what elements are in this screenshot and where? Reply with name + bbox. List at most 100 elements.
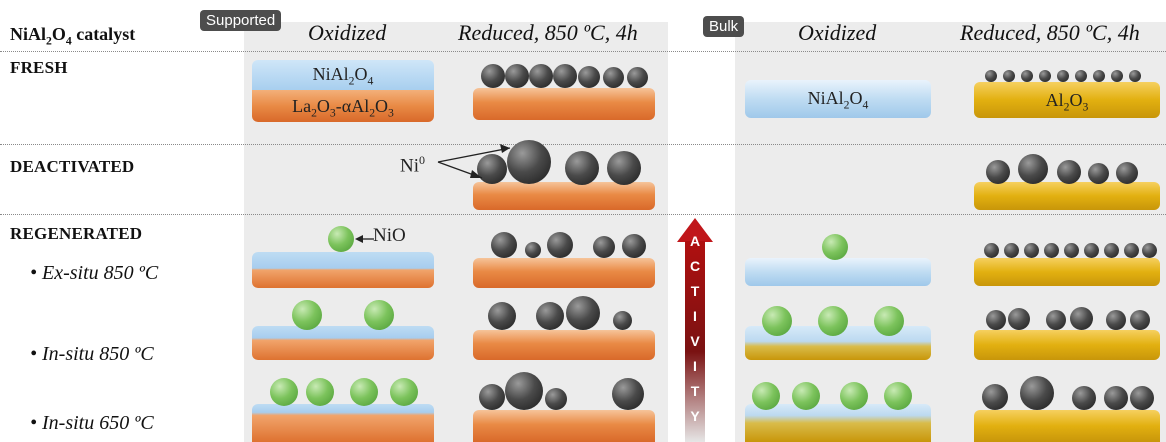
ni-particle [1057, 160, 1081, 184]
ni-particle [1008, 308, 1030, 330]
ni-particle [1084, 243, 1099, 258]
ni-particle [1020, 376, 1054, 410]
ni-particle [1142, 243, 1157, 258]
ni-particle [1072, 386, 1096, 410]
ni-particle [1024, 243, 1039, 258]
ni-particle [578, 66, 600, 88]
ni-particle [1003, 70, 1015, 82]
ni-particle [505, 64, 529, 88]
ni-particle [1093, 70, 1105, 82]
catalyst-header: NiAl2O4 catalyst [10, 24, 136, 48]
ni-particle [481, 64, 505, 88]
ni-particle [1104, 243, 1119, 258]
nio-particle [752, 382, 780, 410]
bulk-reduced-header: Reduced, 850 ºC, 4h [960, 20, 1140, 45]
ni0-label: Ni0 [400, 153, 425, 177]
nio-particle [364, 300, 394, 330]
ni-particle [986, 160, 1010, 184]
ni-particle [986, 310, 1006, 330]
supported-fresh-oxidized-layers: NiAl2O4 La2O3-αAl2O3 [252, 60, 434, 122]
ni-particle [627, 67, 648, 88]
ni-particle [505, 372, 543, 410]
nio-particle [292, 300, 322, 330]
ni-particle [1044, 243, 1059, 258]
supported-insitu850-oxidized-layers [252, 326, 434, 360]
supported-reduced-header: Reduced, 850 ºC, 4h [458, 20, 638, 45]
row-in-situ-650-label: • In-situ 650 ºC [30, 412, 154, 434]
ni-particle [491, 232, 517, 258]
ni-particle [1021, 70, 1033, 82]
ni-particle [1004, 243, 1019, 258]
spinel-layer [252, 60, 434, 92]
ni-particle [479, 384, 505, 410]
bulk-fresh-oxidized-label: NiAl2O4 [807, 88, 869, 112]
bulk-tag: Bulk [703, 16, 745, 37]
ni-particle [529, 64, 553, 88]
bulk-exsitu-reduced-layer [974, 258, 1160, 286]
supported-insitu650-oxidized-layers [252, 404, 434, 442]
activity-letter: T [690, 283, 700, 299]
ni-particle [507, 140, 551, 184]
row-deactivated-label: DEACTIVATED [10, 157, 135, 176]
ni-particle [1070, 307, 1093, 330]
ni-particle [1130, 386, 1154, 410]
bulk-insitu650-reduced-layer [974, 410, 1160, 442]
ni-particle [1129, 70, 1141, 82]
supported-insitu650-reduced-support [473, 410, 655, 442]
bulk-insitu650-oxidized-layer [745, 404, 931, 442]
activity-letter: I [693, 308, 697, 324]
nio-particle [328, 226, 354, 252]
ni-particle [1039, 70, 1051, 82]
ni-particle [525, 242, 541, 258]
bulk-fresh-reduced-layer [974, 82, 1160, 118]
nio-particle [884, 382, 912, 410]
nio-label: NiO [373, 225, 406, 246]
activity-letter: Y [690, 408, 700, 424]
nio-particle [822, 234, 848, 260]
nio-particle [840, 382, 868, 410]
bulk-exsitu-oxidized-layer [745, 258, 931, 286]
ni-particle [566, 296, 600, 330]
supported-insitu850-reduced-support [473, 330, 655, 360]
ni-particle [1088, 163, 1109, 184]
ni-particle [607, 151, 641, 185]
ni-particle [1046, 310, 1066, 330]
ni-particle [1018, 154, 1048, 184]
ni-particle [536, 302, 564, 330]
activity-letter: T [690, 383, 700, 399]
nio-particle [306, 378, 334, 406]
ni-particle [553, 64, 577, 88]
nio-particle [270, 378, 298, 406]
row-in-situ-850-label: • In-situ 850 ºC [30, 343, 154, 365]
ni-particle [1116, 162, 1138, 184]
bulk-deactivated-layer [974, 182, 1160, 210]
nio-particle [818, 306, 848, 336]
ni-particle [603, 67, 624, 88]
supported-exsitu-reduced-support [473, 258, 655, 288]
ni-particle [612, 378, 644, 410]
nio-particle [350, 378, 378, 406]
ni-particle [593, 236, 615, 258]
nio-particle [762, 306, 792, 336]
supported-fresh-reduced-support [473, 88, 655, 120]
ni-particle [613, 311, 632, 330]
ni-particle [1111, 70, 1123, 82]
support-layer [252, 90, 434, 122]
spinel-layer-label: NiAl2O4 [312, 64, 374, 88]
bulk-fresh-oxidized-layer [745, 80, 931, 118]
ni0-arrow-lower-head [470, 170, 482, 178]
nio-particle [390, 378, 418, 406]
ni-particle [477, 154, 507, 184]
nio-particle [792, 382, 820, 410]
activity-letter: A [689, 233, 701, 249]
bulk-oxidized-header: Oxidized [798, 20, 877, 45]
ni-particle [1130, 310, 1150, 330]
ni-particle [1064, 243, 1079, 258]
ni-particle [985, 70, 997, 82]
activity-letter: I [693, 358, 697, 374]
ni0-arrow-upper-head [500, 144, 510, 153]
fresh-separator [0, 144, 1166, 145]
bulk-insitu850-reduced-layer [974, 330, 1160, 360]
supported-oxidized-header: Oxidized [308, 20, 387, 45]
ni-particle [565, 151, 599, 185]
